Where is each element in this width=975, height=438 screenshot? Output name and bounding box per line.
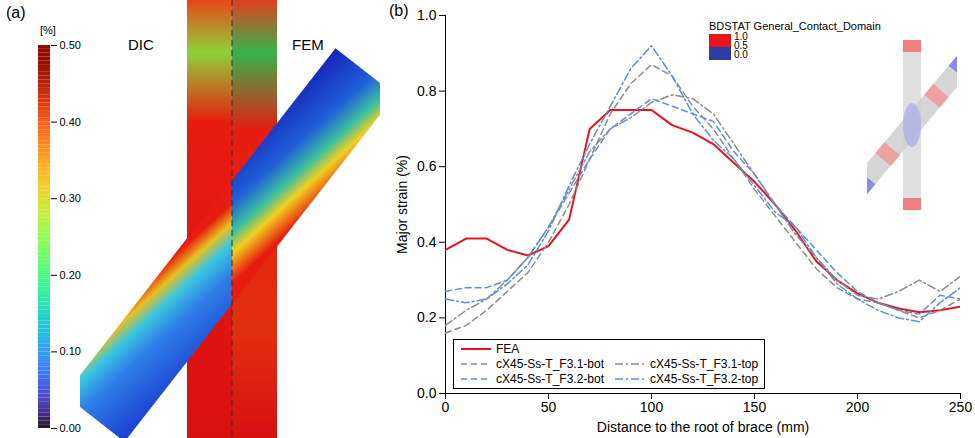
svg-text:0.40: 0.40 — [60, 116, 81, 128]
svg-text:0.2: 0.2 — [417, 309, 437, 325]
html-text:0.0: 0.0 — [734, 49, 748, 60]
svg-text:200: 200 — [846, 399, 870, 415]
svg-text:100: 100 — [640, 399, 664, 415]
svg-text:Major strain (%): Major strain (%) — [394, 155, 410, 254]
svg-text:Distance to the root of brace: Distance to the root of brace (mm) — [597, 419, 809, 435]
html-text:FEA: FEA — [496, 342, 520, 356]
html-text:cX45-Ss-T_F3.1-bot: cX45-Ss-T_F3.1-bot — [496, 357, 604, 371]
html-text:FEM: FEM — [292, 36, 324, 53]
html-text:(a): (a) — [6, 4, 26, 21]
html-text:cX45-Ss-T_F3.2-top: cX45-Ss-T_F3.2-top — [650, 372, 759, 386]
svg-text:250: 250 — [949, 399, 973, 415]
html-text:BDSTAT General_Contact_Domain: BDSTAT General_Contact_Domain — [709, 20, 881, 32]
svg-text:0.4: 0.4 — [417, 234, 437, 250]
svg-text:150: 150 — [743, 399, 767, 415]
html-text:0.5: 0.5 — [734, 40, 748, 51]
html-text:1.0: 1.0 — [734, 31, 748, 42]
svg-text:0.50: 0.50 — [60, 39, 81, 51]
svg-text:0.20: 0.20 — [60, 269, 81, 281]
svg-text:0.10: 0.10 — [60, 345, 81, 357]
html-text:(b): (b) — [389, 2, 409, 19]
svg-text:0.30: 0.30 — [60, 192, 81, 204]
html-text:cX45-Ss-T_F3.2-bot: cX45-Ss-T_F3.2-bot — [496, 372, 604, 386]
html-text:cX45-Ss-T_F3.1-top: cX45-Ss-T_F3.1-top — [650, 357, 759, 371]
svg-text:1.0: 1.0 — [417, 7, 437, 23]
html-text:DIC: DIC — [128, 36, 154, 53]
svg-text:0.0: 0.0 — [417, 385, 437, 401]
svg-text:0.6: 0.6 — [417, 158, 437, 174]
svg-text:0: 0 — [442, 399, 450, 415]
svg-text:0.00: 0.00 — [60, 422, 81, 434]
svg-text:0.8: 0.8 — [417, 83, 437, 99]
svg-text:50: 50 — [541, 399, 557, 415]
